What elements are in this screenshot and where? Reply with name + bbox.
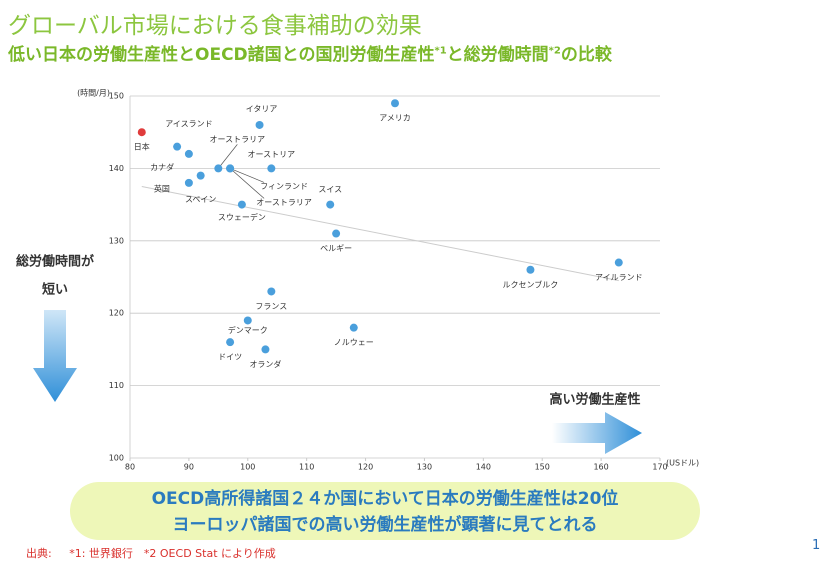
point-label: デンマーク (228, 325, 268, 335)
annotation: 総労働時間が (16, 254, 94, 270)
subtitle-note: *1 (434, 45, 447, 57)
callout: OECD高所得諸国２４か国において日本の労働生産性は20位 ヨーロッパ諸国での高… (70, 482, 700, 540)
point-label: スペイン (185, 195, 216, 204)
subtitle-note: *2 (548, 45, 561, 57)
title: グローバル市場における食事補助の効果 (8, 13, 422, 39)
right-arrow (552, 412, 642, 454)
x-tick-label: 90 (184, 463, 194, 472)
point-label: 日本 (134, 142, 150, 152)
point-label: オランダ (249, 359, 281, 369)
point (214, 164, 223, 173)
x-tick-label: 130 (417, 463, 432, 472)
footnote: 出典: *1: 世界銀行 *2 OECD Stat により作成 (26, 545, 276, 561)
point-label: ルクセンブルク (503, 279, 559, 289)
point (349, 323, 358, 332)
y-tick-label: 120 (109, 309, 124, 318)
point (226, 338, 235, 347)
point-label: ベルギー (320, 244, 352, 253)
point-label: ノルウェー (334, 338, 374, 347)
point (243, 316, 252, 325)
point-label: アメリカ (379, 114, 411, 123)
leader-line (229, 168, 265, 199)
point (267, 164, 276, 173)
x-tick-label: 150 (535, 463, 550, 472)
point-label: スウェーデン (218, 212, 266, 222)
subtitle-part: と総労働時間 (446, 45, 549, 65)
leader-line (218, 144, 238, 169)
x-tick-label: 120 (358, 463, 373, 472)
footnote-source: 出典: (26, 547, 52, 560)
page-number: 1 (812, 538, 821, 553)
point (526, 265, 535, 274)
point-label: フランス (255, 302, 287, 311)
point (137, 128, 146, 137)
subtitle: 低い日本の労働生産性とOECD諸国との国別労働生産性*1と総労働時間*2の比較 (8, 40, 612, 65)
point (255, 120, 264, 129)
point (196, 171, 205, 180)
point (267, 287, 276, 296)
x-tick-label: 140 (476, 463, 491, 472)
callout-line: ヨーロッパ諸国での高い労働生産性が顕著に見てとれる (172, 515, 598, 535)
point (332, 229, 341, 238)
y-tick-label: 100 (109, 454, 124, 463)
point (261, 345, 270, 354)
callout-line: OECD高所得諸国２４か国において日本の労働生産性は20位 (151, 489, 619, 509)
point-label: オーストラリア (210, 135, 266, 144)
point-label: オーストラリア (256, 198, 312, 207)
point (326, 200, 335, 209)
trendline (141, 186, 619, 282)
point-label: オーストリア (248, 150, 296, 159)
point (184, 178, 193, 187)
subtitle-part: の比較 (560, 45, 612, 65)
point (614, 258, 623, 267)
point-label: アイルランド (595, 273, 643, 282)
point-label: アイスランド (165, 119, 212, 128)
y-tick-label: 150 (109, 92, 124, 101)
x-tick-label: 170 (652, 463, 667, 472)
point-label: フィンランド (260, 182, 308, 191)
point (173, 142, 182, 151)
point (237, 200, 246, 209)
x-tick-label: 80 (125, 463, 135, 472)
x-tick-label: 160 (593, 463, 608, 472)
subtitle-part: 低い日本の労働生産性とOECD諸国との国別労働生産性 (8, 45, 435, 65)
x-unit: (USドル) (666, 459, 699, 468)
y-tick-label: 140 (109, 164, 124, 173)
down-arrow (33, 310, 77, 402)
annotation: 短い (42, 282, 68, 298)
point-label: カナダ (150, 162, 174, 172)
y-tick-label: 130 (109, 236, 124, 245)
point-label: イタリア (246, 104, 278, 113)
x-tick-label: 110 (299, 463, 314, 472)
leader-line (229, 168, 265, 183)
point (226, 164, 235, 173)
point-label: スイス (318, 185, 342, 194)
x-tick-label: 100 (240, 463, 255, 472)
point-label: 英国 (154, 183, 170, 193)
footnote-text: *1: 世界銀行 *2 OECD Stat により作成 (69, 547, 276, 560)
point (184, 149, 193, 158)
annotation: 高い労働生産性 (549, 392, 640, 408)
chart: 総労働時間が 短い 高い労働生産性 (時間/月) (USドル) 100 110 12… (16, 89, 699, 472)
y-unit: (時間/月) (77, 89, 110, 98)
y-tick-label: 110 (109, 381, 124, 390)
point-label: ドイツ (218, 353, 242, 362)
point (391, 99, 399, 108)
